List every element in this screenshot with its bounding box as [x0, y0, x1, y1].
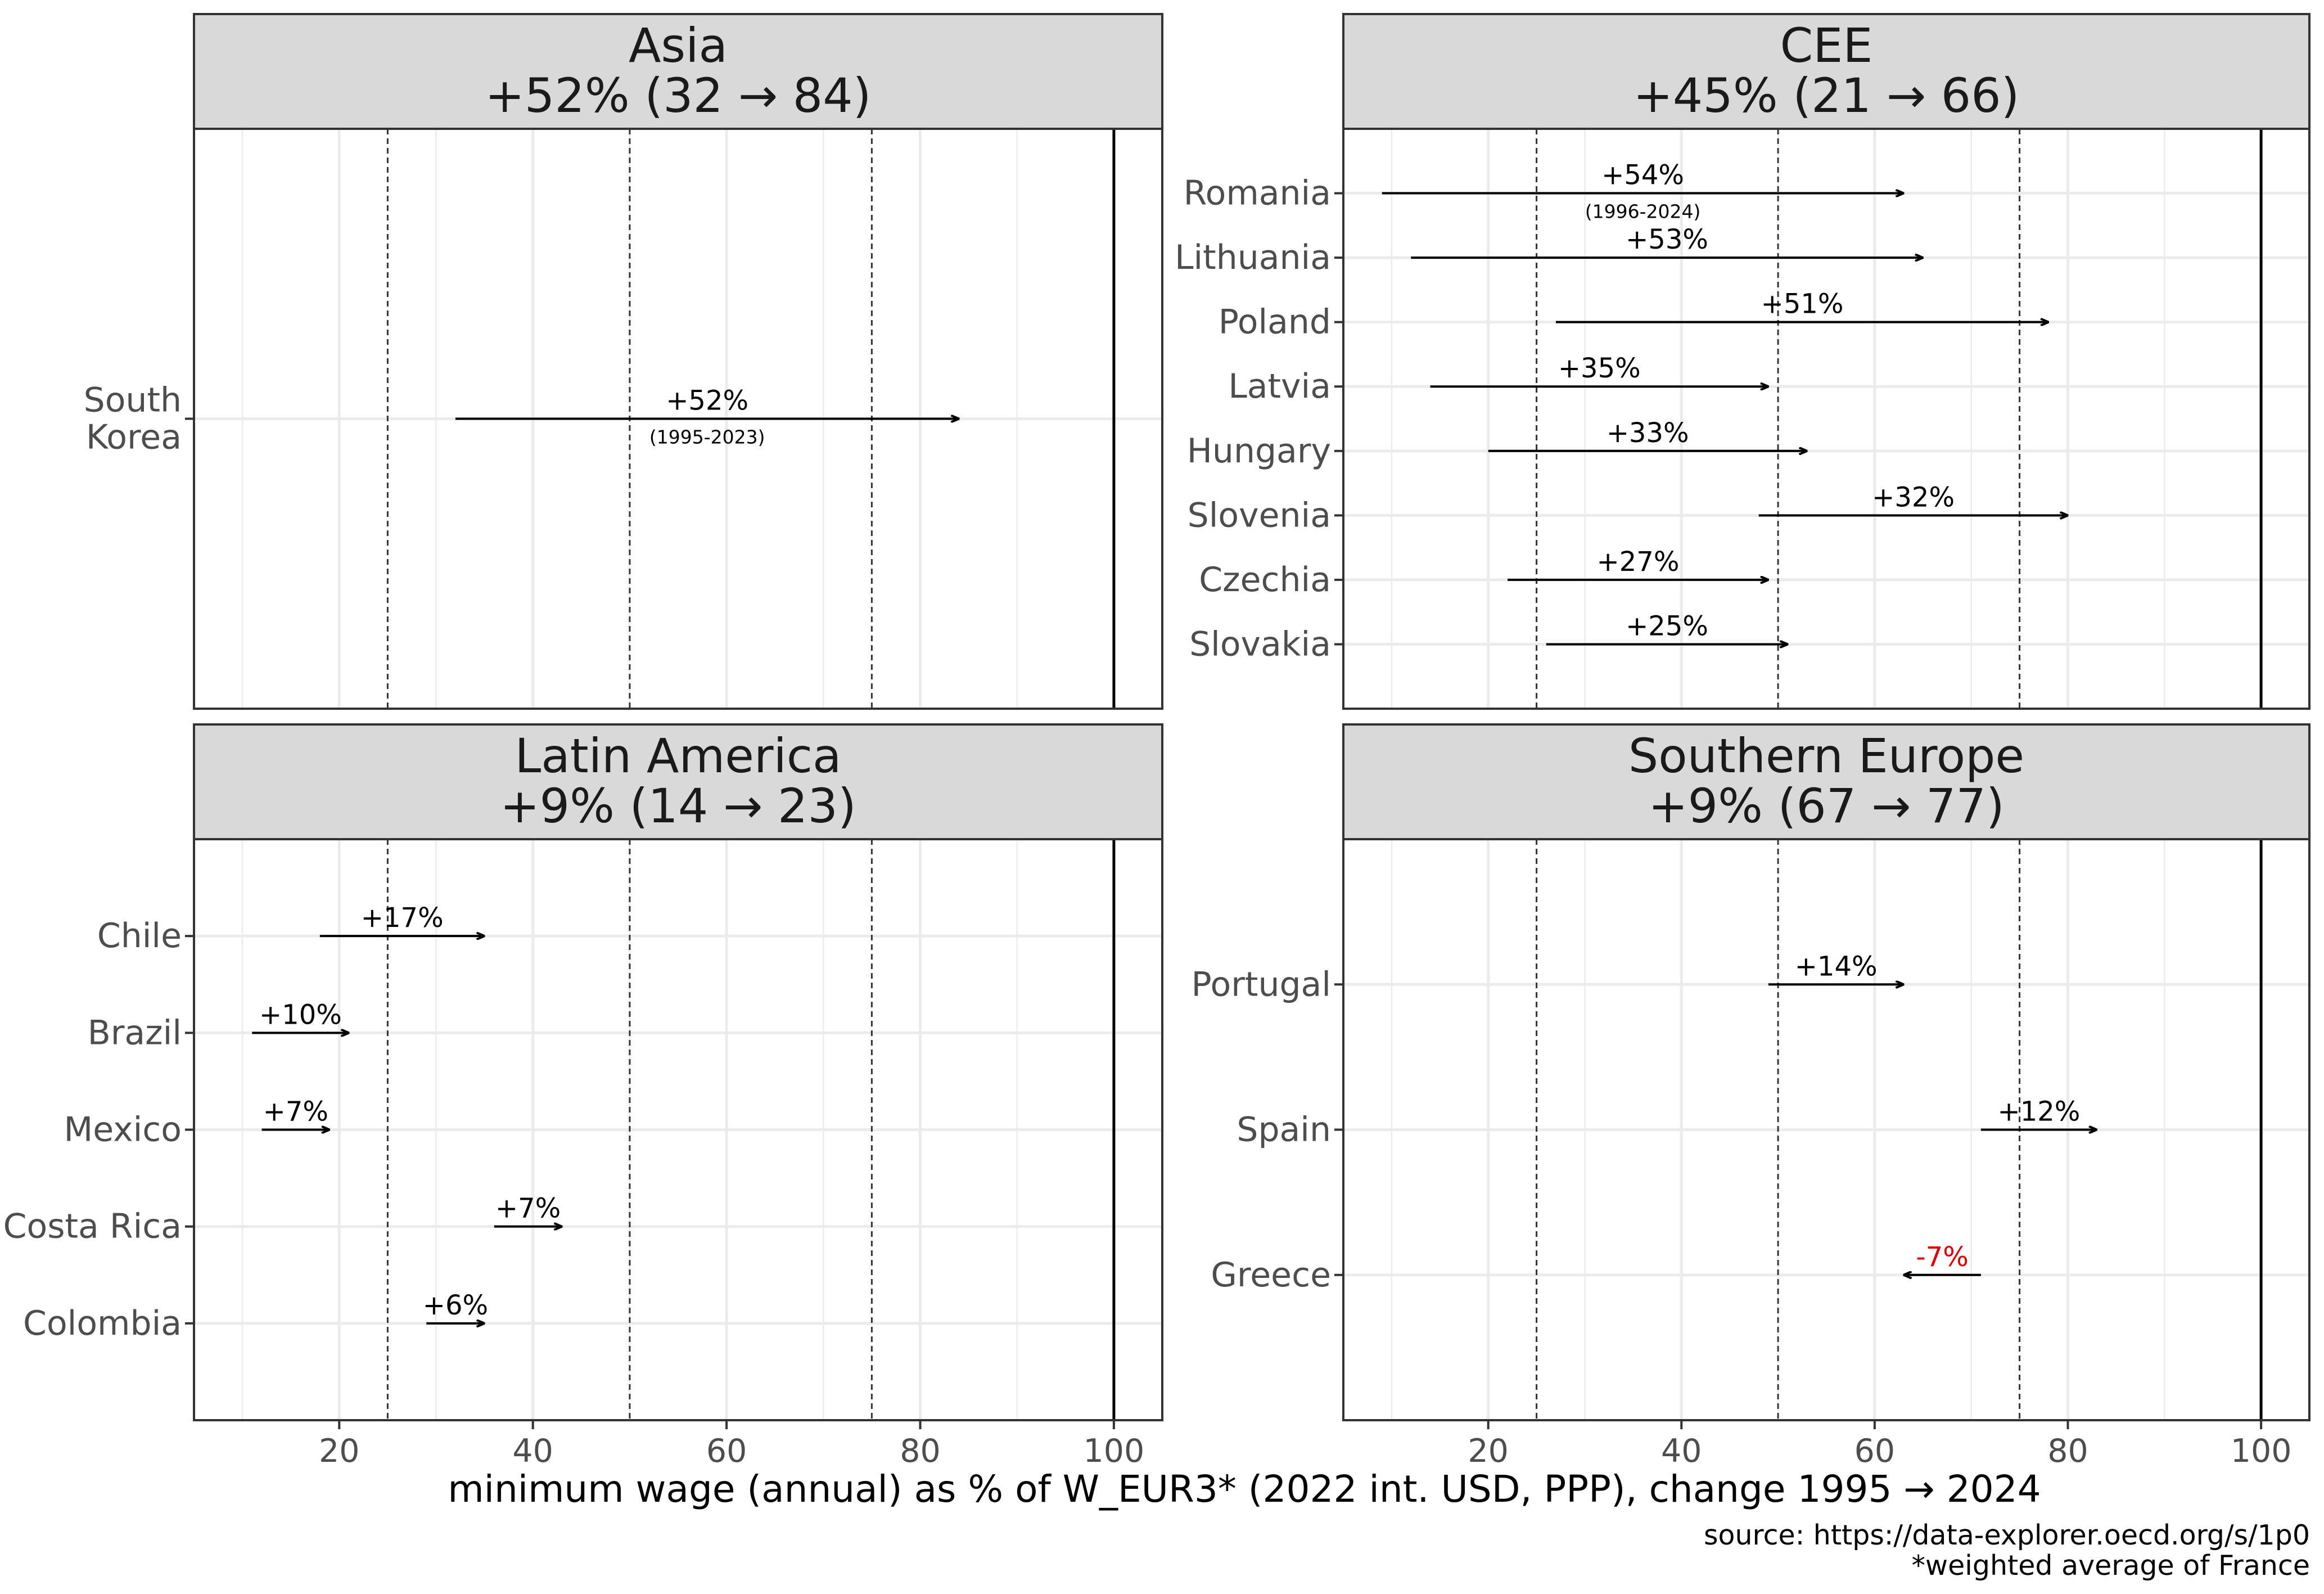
facet-strip	[1342, 723, 2311, 840]
x-tick-label: 80	[900, 1433, 941, 1470]
facet-strip	[193, 13, 1163, 130]
category-label: Colombia	[23, 1304, 182, 1343]
x-tick-label: 20	[1468, 1433, 1509, 1470]
x-tick-label: 60	[706, 1433, 747, 1470]
change-label: +7%	[495, 1193, 561, 1224]
category-label: Slovenia	[1188, 496, 1331, 535]
x-tick-label: 100	[2231, 1433, 2292, 1470]
x-axes: 20 40 60 80 100 20 40 60 80 100	[319, 1420, 2291, 1470]
panel-border	[193, 128, 1163, 710]
change-label: +54%	[1601, 160, 1684, 191]
change-label: +7%	[263, 1096, 328, 1128]
change-label: +25%	[1626, 610, 1708, 642]
change-label: +6%	[423, 1290, 488, 1321]
x-tick-label: 100	[1084, 1433, 1145, 1470]
plot-background	[1343, 129, 2309, 709]
facet-panels: +52% (1995-2023) South Korea Asia+52% (32 → …	[3, 13, 2311, 1421]
facet-title: Asia	[629, 18, 728, 73]
category-label: Lithuania	[1175, 238, 1331, 277]
facet-subtitle: +52% (32 → 84)	[485, 68, 872, 123]
change-label: +32%	[1872, 481, 1955, 513]
year-range-label: (1996-2024)	[1585, 201, 1701, 223]
facet-subtitle: +9% (67 → 77)	[1648, 778, 2004, 834]
facet-strip	[193, 723, 1163, 840]
x-tick-label: 20	[319, 1433, 360, 1470]
change-label: -7%	[1916, 1241, 1968, 1273]
facet-title: CEE	[1780, 18, 1873, 73]
category-label: South Korea	[84, 381, 182, 457]
category-label: Chile	[97, 916, 182, 956]
change-label: +14%	[1795, 951, 1878, 982]
category-label: Mexico	[64, 1110, 182, 1150]
year-range-label: (1995-2023)	[649, 426, 765, 448]
panel-border	[193, 838, 1163, 1421]
facet-title: Southern Europe	[1628, 728, 2024, 784]
panel-border	[1342, 128, 2311, 710]
x-tick-label: 60	[1854, 1433, 1896, 1470]
category-label: Poland	[1219, 303, 1331, 342]
caption-footnote: *weighted average of France	[1912, 1550, 2310, 1582]
facet-strip	[1342, 13, 2311, 130]
x-tick-label: 80	[2047, 1433, 2088, 1470]
x-tick-label: 40	[1661, 1433, 1702, 1470]
category-label: Hungary	[1187, 431, 1331, 471]
x-tick-label: 40	[512, 1433, 553, 1470]
change-label: +51%	[1761, 289, 1844, 320]
category-label: Latvia	[1228, 367, 1331, 406]
change-label: +10%	[259, 999, 342, 1030]
panel-latin-america: +17% Chile +10% Brazil +7% Mexico +7% Costa Ric…	[3, 723, 1163, 1421]
change-label: +12%	[1998, 1096, 2081, 1128]
change-label: +35%	[1558, 353, 1641, 384]
change-label: +17%	[361, 902, 444, 934]
category-label: Costa Rica	[3, 1207, 182, 1246]
panel-asia: +52% (1995-2023) South Korea Asia+52% (32 → …	[84, 13, 1163, 710]
panel-cee: +54% (1996-2024) Romania +53% Lithuania +51% P…	[1175, 13, 2311, 710]
change-label: +52%	[666, 385, 748, 417]
category-label: Brazil	[88, 1013, 182, 1052]
facet-subtitle: +45% (21 → 66)	[1633, 68, 2020, 123]
category-label: Czechia	[1199, 560, 1331, 600]
change-label: +27%	[1597, 546, 1680, 578]
change-label: +53%	[1626, 224, 1708, 255]
panel-southern-europe: +14% Portugal +12% Spain -7% Greece Southern E…	[1192, 723, 2311, 1421]
category-label: Romania	[1184, 174, 1331, 213]
x-axis-title: minimum wage (annual) as % of W_EUR3* (2…	[448, 1467, 2041, 1511]
facet-title: Latin America	[515, 728, 842, 784]
category-label: Portugal	[1192, 965, 1332, 1004]
category-label: Slovakia	[1189, 624, 1331, 664]
caption-source: source: https://data-explorer.oecd.org/s…	[1704, 1519, 2310, 1551]
facet-subtitle: +9% (14 → 23)	[500, 778, 856, 834]
panel-border	[1342, 838, 2311, 1421]
category-label: Spain	[1237, 1110, 1331, 1150]
category-label: Greece	[1211, 1255, 1331, 1295]
change-label: +33%	[1607, 417, 1689, 449]
